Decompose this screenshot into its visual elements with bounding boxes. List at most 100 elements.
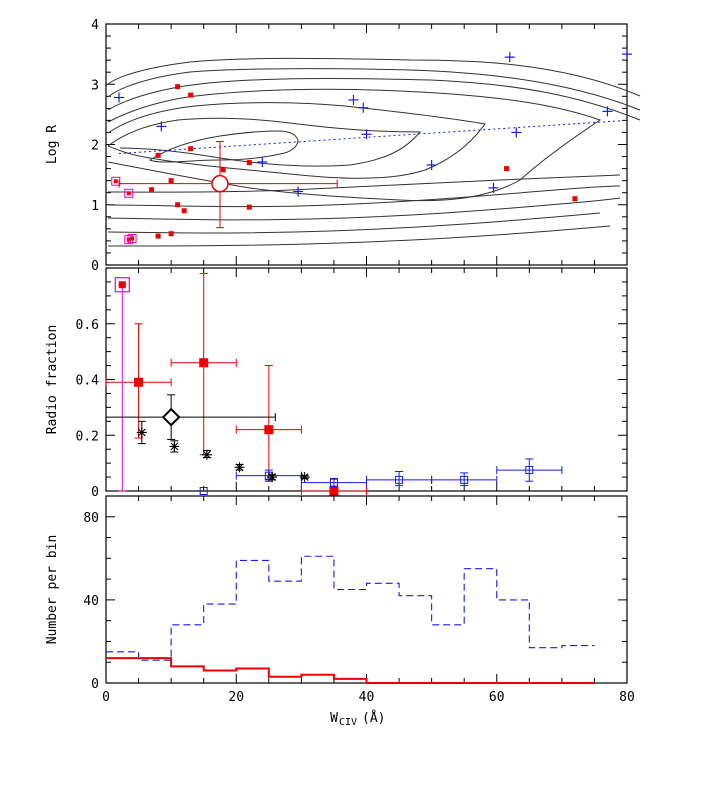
black-asterisk-marker [201, 449, 212, 460]
blue-open-square-marker [395, 475, 404, 484]
red-square-point [181, 208, 187, 214]
black-asterisk-marker-stroke [203, 450, 211, 459]
red-square-point [155, 233, 161, 239]
red-square-point [572, 196, 578, 202]
contour-line [107, 212, 601, 234]
red-square-point [168, 231, 174, 237]
bottom-panel-number-per-bin: 0 40 80 0 20 40 60 80 Number per bin [45, 495, 635, 705]
histogram-all [106, 555, 595, 661]
y-tick-label: 4 [91, 18, 99, 33]
contour-line [107, 225, 611, 247]
black-asterisk-marker-stroke [268, 473, 276, 481]
blue-cross-point [358, 102, 369, 113]
red-square-point [155, 152, 161, 158]
magenta-square-fill [118, 281, 126, 289]
x-axis-title-main: W [330, 711, 338, 726]
y-tick-label: 0 [91, 259, 99, 274]
black-asterisk-marker [136, 427, 147, 438]
histogram-radio [106, 657, 595, 684]
contour-line [107, 78, 641, 121]
middle-panel-radio-fraction: 0 0.2 0.4 0.6 Radio fraction [45, 267, 628, 500]
y-tick-label: 0 [91, 485, 99, 500]
x-axis-title-subscript: CIV [339, 717, 357, 728]
y-tick-label: 0.2 [76, 429, 99, 444]
magenta-square-point [111, 176, 121, 186]
red-square-marker [264, 425, 274, 435]
contour-line [148, 130, 299, 163]
y-tick-label: 0.4 [76, 374, 100, 389]
x-axis-title-unit: (Å) [362, 710, 385, 726]
black-asterisk-marker-stroke [137, 428, 146, 437]
x-tick-label: 20 [228, 690, 244, 705]
contour-line [107, 68, 641, 111]
contour-line [107, 185, 621, 208]
contour-line [107, 102, 486, 179]
blue-cross-point [361, 129, 372, 140]
blue-cross-point [348, 94, 359, 105]
blue-cross-point [602, 106, 613, 117]
y-axis-title: Radio fraction [45, 325, 60, 435]
blue-cross-point [504, 52, 515, 63]
mean-point-circle [211, 174, 229, 193]
black-asterisk-marker-stroke [170, 442, 179, 451]
red-square-marker [329, 486, 339, 496]
black-asterisk-marker [299, 472, 310, 483]
red-square-point [246, 160, 252, 166]
blue-open-square-marker [199, 487, 208, 495]
blue-open-square-marker [460, 475, 469, 484]
magenta-square-fill [113, 179, 118, 184]
x-tick-label: 0 [102, 690, 110, 705]
y-axis-title: Log R [45, 125, 60, 164]
blue-cross-point [426, 159, 437, 170]
red-square-point [246, 204, 252, 210]
y-tick-label: 40 [83, 594, 99, 609]
contour-line [107, 57, 641, 97]
red-square-marker [199, 358, 209, 368]
blue-cross-point [156, 121, 167, 132]
y-tick-label: 1 [91, 199, 99, 214]
black-asterisk-marker [267, 472, 278, 483]
blue-cross-point [293, 186, 304, 197]
y-tick-label: 0.6 [76, 318, 99, 333]
x-tick-label: 60 [489, 690, 505, 705]
top-panel-logr: 0 1 2 3 4 Log R [45, 18, 641, 274]
red-square-point [220, 167, 226, 173]
red-square-point [188, 92, 194, 98]
contour-line [107, 197, 621, 221]
black-asterisk-marker-stroke [300, 473, 309, 481]
magenta-square-fill [130, 236, 135, 241]
black-diamond-marker [161, 407, 181, 427]
trend-line [118, 119, 628, 155]
black-asterisk-marker [169, 441, 180, 452]
x-tick-label: 80 [619, 690, 635, 705]
x-axis-title: W CIV (Å) [330, 710, 385, 728]
blue-open-square-marker [525, 466, 534, 475]
blue-cross-point [114, 92, 125, 103]
red-square-point [149, 187, 155, 193]
y-tick-label: 2 [91, 139, 99, 154]
red-square-point [504, 166, 510, 172]
magenta-square-point [127, 233, 137, 243]
plot-frame [105, 267, 628, 492]
y-axis-title: Number per bin [45, 535, 60, 645]
black-asterisk-marker [234, 462, 245, 473]
y-tick-label: 80 [83, 511, 99, 526]
magenta-square-fill [126, 237, 131, 242]
red-square-marker [134, 377, 144, 387]
black-asterisk-marker-stroke [235, 463, 244, 472]
blue-cross-point [622, 49, 632, 60]
red-square-point [168, 178, 174, 184]
contour-line [107, 88, 602, 202]
blue-cross-point [511, 127, 522, 138]
y-tick-label: 3 [91, 78, 99, 93]
magenta-square-marker [114, 277, 130, 293]
red-square-point [175, 202, 181, 208]
magenta-square-point [124, 188, 134, 198]
contour-line [107, 174, 621, 193]
plot-frame [105, 495, 628, 684]
blue-open-square-marker [329, 478, 338, 487]
blue-cross-point [257, 156, 268, 167]
red-square-point [175, 84, 181, 90]
y-tick-label: 0 [91, 677, 99, 692]
